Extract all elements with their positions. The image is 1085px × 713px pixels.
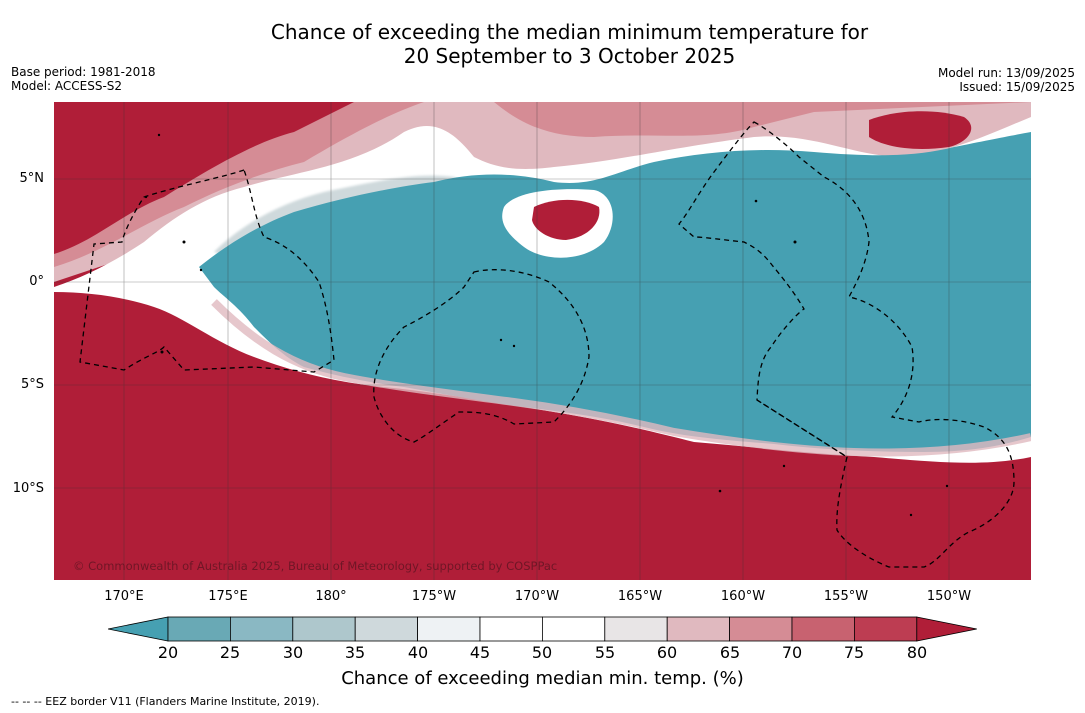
colorbar-tick-40: 40 xyxy=(407,643,429,662)
issued-date: Issued: 15/09/2025 xyxy=(959,80,1075,94)
colorbar-cell xyxy=(604,616,668,642)
colorbar-cell xyxy=(230,616,294,642)
base-period: Base period: 1981-2018 xyxy=(11,65,156,79)
islands xyxy=(144,133,949,517)
map-title: Chance of exceeding the median minimum t… xyxy=(0,20,1085,68)
colorbar-tick-45: 45 xyxy=(469,643,491,662)
colorbar-extend-low xyxy=(108,616,169,642)
eez-borders xyxy=(79,121,1015,568)
colorbar-tick-65: 65 xyxy=(719,643,741,662)
colorbar-tick-70: 70 xyxy=(781,643,803,662)
title-line-2: 20 September to 3 October 2025 xyxy=(403,44,736,68)
northeast-high-patch xyxy=(869,111,972,149)
eez-legend-note: -- -- -- EEZ border V11 (Flanders Marine… xyxy=(11,695,320,708)
colorbar-cell xyxy=(541,616,606,642)
colorbar-cell xyxy=(417,616,481,642)
colorbar-tick-35: 35 xyxy=(344,643,366,662)
meta-right: Model run: 13/09/2025 Issued: 15/09/2025 xyxy=(938,66,1075,94)
title-line-1: Chance of exceeding the median minimum t… xyxy=(270,20,869,44)
model-name: Model: ACCESS-S2 xyxy=(11,79,123,93)
colorbar-tick-20: 20 xyxy=(157,643,179,662)
colorbar-cell xyxy=(354,616,418,642)
south-transition-band xyxy=(211,299,1031,457)
map-panel xyxy=(54,102,1031,580)
lon-label-175e: 175°E xyxy=(208,589,248,604)
colorbar-tick-75: 75 xyxy=(843,643,865,662)
lon-label-175w: 175°W xyxy=(411,589,457,604)
lon-label-165w: 165°W xyxy=(617,589,663,604)
lat-label-5n: 5°N xyxy=(19,171,45,186)
colorbar-tick-60: 60 xyxy=(656,643,678,662)
low-chance-field xyxy=(199,132,1031,452)
colorbar-cell xyxy=(167,616,231,642)
meta-left: Base period: 1981-2018 Model: ACCESS-S2 xyxy=(11,65,156,93)
colorbar-label: Chance of exceeding median min. temp. (%… xyxy=(341,668,744,689)
lon-label-150w: 150°W xyxy=(926,589,972,604)
colorbar-cell xyxy=(729,616,793,642)
north-pink-band xyxy=(54,102,1031,272)
colorbar-tick-80: 80 xyxy=(906,643,928,662)
lon-label-180: 180° xyxy=(315,589,347,604)
colorbar xyxy=(108,616,977,642)
lon-label-170w: 170°W xyxy=(514,589,560,604)
map-credit: © Commonwealth of Australia 2025, Bureau… xyxy=(73,559,558,573)
colorbar-tick-55: 55 xyxy=(594,643,616,662)
colorbar-tick-30: 30 xyxy=(282,643,304,662)
lat-label-10s: 10°S xyxy=(12,481,44,496)
colorbar-cell xyxy=(854,616,918,642)
colorbar-cell xyxy=(791,616,855,642)
lat-label-5s: 5°S xyxy=(20,377,44,392)
high-chance-patch-core xyxy=(532,199,600,240)
colorbar-tick-50: 50 xyxy=(531,643,553,662)
lat-label-0: 0° xyxy=(29,274,44,289)
colorbar-cell xyxy=(292,616,356,642)
graticule xyxy=(54,102,1031,580)
colorbar-extend-high xyxy=(916,616,977,642)
lon-label-160w: 160°W xyxy=(720,589,766,604)
colorbar-cell xyxy=(666,616,731,642)
colorbar-cell xyxy=(479,616,543,642)
lon-label-155w: 155°W xyxy=(823,589,869,604)
model-run: Model run: 13/09/2025 xyxy=(937,66,1075,80)
colorbar-tick-25: 25 xyxy=(219,643,241,662)
lon-label-170e: 170°E xyxy=(104,589,144,604)
